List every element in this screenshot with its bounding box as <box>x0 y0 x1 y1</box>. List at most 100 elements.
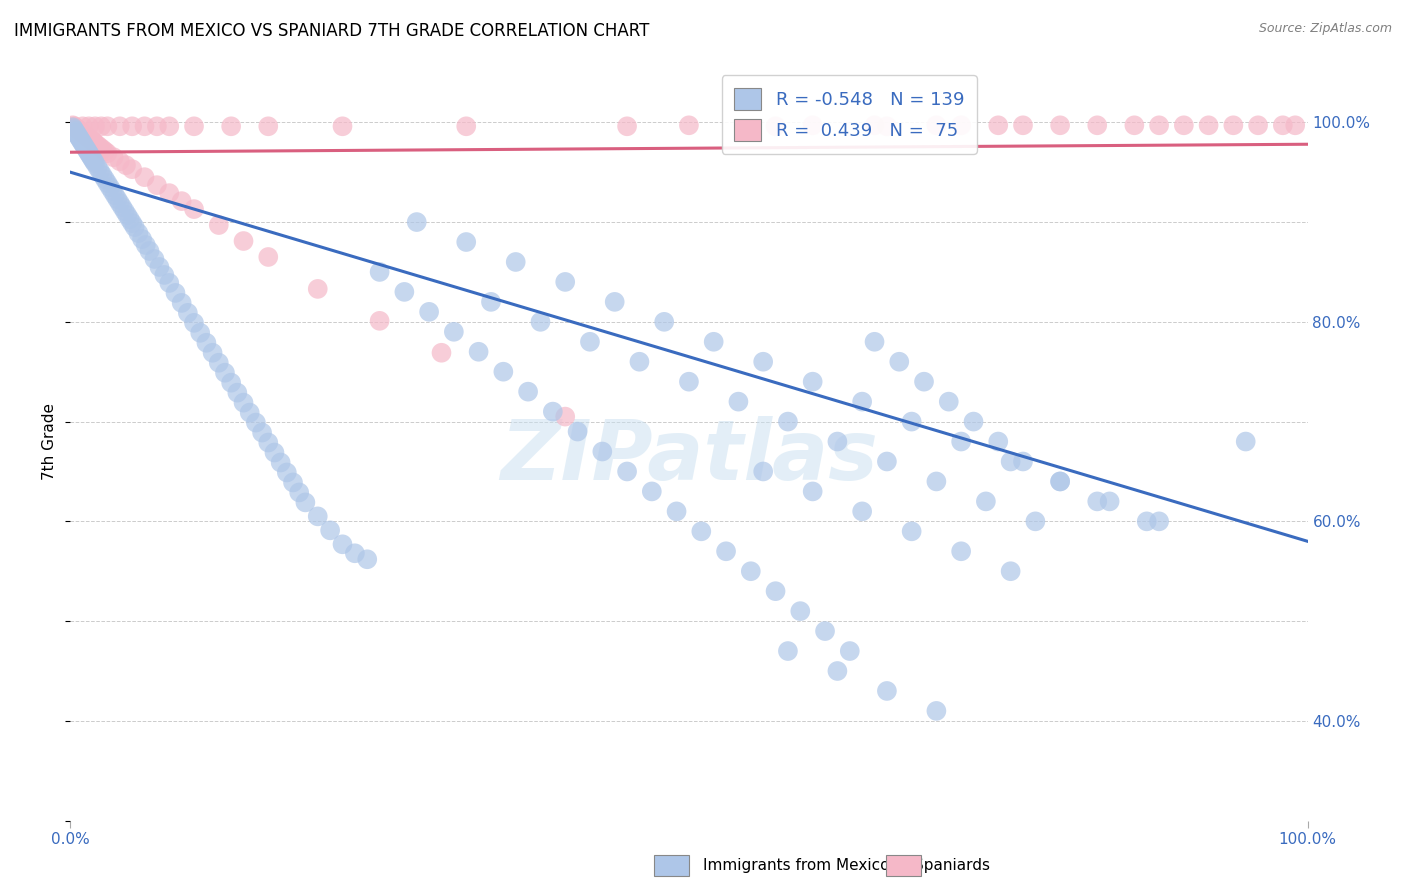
Point <box>63 120 86 134</box>
Point <box>1085 118 1108 132</box>
Point <box>938 394 960 409</box>
Point <box>94 172 117 186</box>
Point <box>443 325 465 339</box>
Point <box>121 162 143 177</box>
Point <box>554 409 576 424</box>
Point <box>1234 434 1257 449</box>
Text: ZIPatlas: ZIPatlas <box>501 417 877 497</box>
Point <box>641 484 664 499</box>
Point <box>974 494 997 508</box>
Point <box>63 122 86 136</box>
Point <box>801 375 824 389</box>
Point <box>851 504 873 518</box>
Point <box>541 404 564 418</box>
Point <box>118 212 141 227</box>
Point <box>96 176 118 190</box>
Point <box>1000 564 1022 578</box>
Point <box>1222 118 1244 132</box>
Point <box>103 150 125 164</box>
Point <box>727 394 749 409</box>
Point <box>96 120 118 134</box>
Point <box>1085 494 1108 508</box>
Point <box>652 315 675 329</box>
Point <box>127 226 149 240</box>
Point <box>143 252 166 266</box>
Point <box>368 314 391 328</box>
Point <box>925 475 948 489</box>
Point <box>1136 514 1159 528</box>
Point <box>1123 118 1146 132</box>
Point <box>690 524 713 539</box>
Point <box>239 406 262 420</box>
Point <box>827 664 849 678</box>
Point <box>950 544 973 558</box>
Point <box>89 140 111 154</box>
Point <box>91 142 114 156</box>
Point <box>183 120 205 134</box>
Point <box>900 415 922 429</box>
Point <box>98 180 121 194</box>
Point <box>77 120 100 134</box>
Point <box>66 128 89 143</box>
Point <box>201 345 224 359</box>
Point <box>208 218 231 232</box>
Point <box>219 120 242 134</box>
Point <box>827 434 849 449</box>
Point <box>616 465 638 479</box>
Text: Source: ZipAtlas.com: Source: ZipAtlas.com <box>1258 22 1392 36</box>
Point <box>394 285 416 299</box>
Point <box>94 145 117 159</box>
Point <box>876 120 898 134</box>
Point <box>1147 118 1170 132</box>
Point <box>62 118 84 132</box>
Y-axis label: 7th Grade: 7th Grade <box>42 403 58 480</box>
Point <box>124 220 146 235</box>
Point <box>67 130 90 145</box>
Point <box>115 158 138 172</box>
Point <box>134 170 156 185</box>
Point <box>219 376 242 390</box>
Point <box>294 495 316 509</box>
Point <box>89 164 111 178</box>
Point <box>80 150 103 164</box>
Point <box>307 509 329 524</box>
Point <box>1173 118 1195 132</box>
Point <box>628 355 651 369</box>
Point <box>1024 514 1046 528</box>
Point <box>1012 454 1035 468</box>
Point <box>69 132 91 146</box>
Point <box>62 120 84 135</box>
Point <box>90 120 112 134</box>
Point <box>529 315 551 329</box>
Point <box>183 316 205 330</box>
Point <box>108 154 131 169</box>
Point <box>554 275 576 289</box>
Point <box>418 305 440 319</box>
Point <box>1284 118 1306 132</box>
Point <box>232 395 254 409</box>
Point <box>153 268 176 282</box>
Point <box>925 704 948 718</box>
Point <box>75 142 97 156</box>
Point <box>368 265 391 279</box>
Point <box>703 334 725 349</box>
Point <box>75 140 97 154</box>
Point <box>70 125 93 139</box>
Point <box>146 178 169 193</box>
Point <box>270 455 292 469</box>
Point <box>86 138 108 153</box>
Point <box>65 120 87 135</box>
Point <box>801 118 824 132</box>
Point <box>77 131 100 145</box>
Point <box>170 296 193 310</box>
Point <box>146 120 169 134</box>
Point <box>405 215 427 229</box>
Point <box>789 604 811 618</box>
Point <box>84 136 107 151</box>
Text: Spaniards: Spaniards <box>914 858 990 872</box>
Point <box>962 415 984 429</box>
Point <box>456 120 478 134</box>
Point <box>65 121 87 136</box>
Point <box>65 124 87 138</box>
Point <box>876 684 898 698</box>
